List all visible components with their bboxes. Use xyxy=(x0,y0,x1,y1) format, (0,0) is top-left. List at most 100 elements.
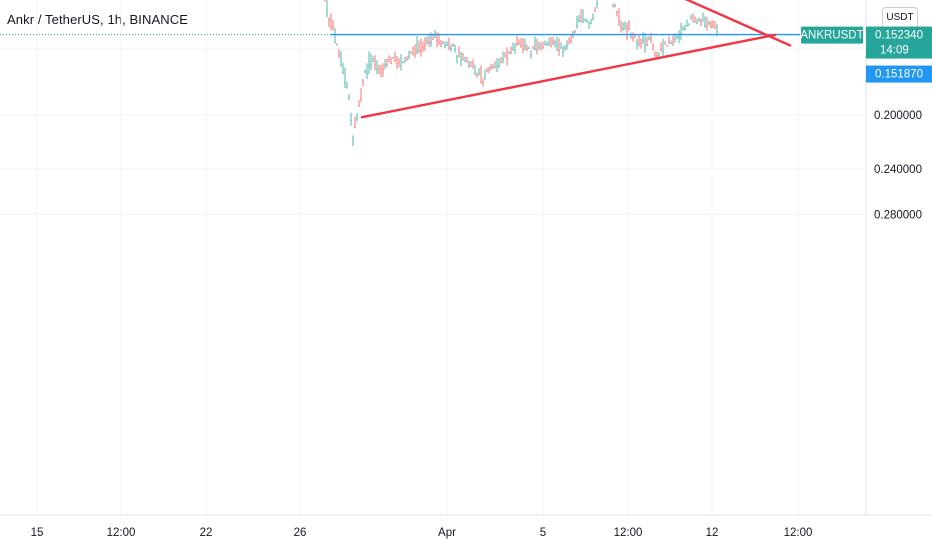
x-tick-label: 12 xyxy=(706,527,719,539)
candle-body xyxy=(414,54,416,55)
x-tick-label: 15 xyxy=(31,527,44,539)
candle-body xyxy=(536,50,538,51)
candle-body xyxy=(556,46,558,48)
candle-body xyxy=(446,44,448,46)
y-tick-label: 0.240000 xyxy=(874,164,922,176)
candle-body xyxy=(596,3,598,5)
candle-body xyxy=(554,42,556,44)
candle-body xyxy=(588,27,590,29)
candle-body xyxy=(492,67,494,69)
candle-body xyxy=(378,69,380,71)
candle-body xyxy=(486,70,488,72)
candle-body xyxy=(432,39,434,40)
candle-body xyxy=(576,25,578,27)
candle-body xyxy=(352,138,354,139)
candle-body xyxy=(350,119,352,121)
horizontal-lines[interactable] xyxy=(0,0,862,36)
candle-body xyxy=(684,28,686,29)
candle-body xyxy=(624,28,626,30)
candle-body xyxy=(564,47,566,49)
x-tick-label: 12:00 xyxy=(107,527,136,539)
chart-title: Ankr / TetherUS, 1h, BINANCE xyxy=(7,12,189,27)
candle-body xyxy=(368,65,370,67)
x-tick-label: 12:00 xyxy=(784,527,813,539)
candle-body xyxy=(380,72,382,74)
candle-body xyxy=(342,71,344,73)
candle-body xyxy=(404,61,406,63)
candle-body xyxy=(436,39,438,41)
last-price-tag xyxy=(866,26,932,59)
candle-body xyxy=(500,61,502,63)
candle-body xyxy=(490,67,492,68)
candle-body xyxy=(540,47,542,49)
trendlines[interactable] xyxy=(228,0,792,119)
candle-body xyxy=(582,21,584,23)
candle-body xyxy=(674,38,676,40)
candle-body xyxy=(424,45,426,47)
candle-body xyxy=(616,12,618,14)
candle-body xyxy=(482,81,484,83)
candle-body xyxy=(450,48,452,50)
candle-body xyxy=(680,33,682,35)
candle-body xyxy=(586,21,588,22)
candle-body xyxy=(370,64,372,66)
candle-body xyxy=(346,87,348,89)
time-axis[interactable]: 15 12:00 22 26 Apr 5 12:00 12 12:00 xyxy=(0,514,932,539)
candle-body xyxy=(630,37,632,39)
candle-body xyxy=(464,61,466,62)
candle-body xyxy=(650,38,652,40)
y-tick-label: 0.200000 xyxy=(874,110,922,122)
candle-body xyxy=(522,48,524,50)
candle-body xyxy=(334,41,336,43)
candle-body xyxy=(690,18,692,20)
last-price-value: 0.152340 xyxy=(875,30,923,42)
candle-body xyxy=(614,5,616,7)
candle-body xyxy=(688,24,690,26)
candle-body xyxy=(696,22,698,24)
candle-body xyxy=(622,28,624,30)
candle-body xyxy=(570,40,572,42)
candle-body xyxy=(376,67,378,69)
candle-body xyxy=(590,22,592,24)
candle-body xyxy=(638,43,640,44)
candle-body xyxy=(510,51,512,53)
candle-body xyxy=(514,46,516,48)
candle-body xyxy=(662,51,664,53)
candle-body xyxy=(340,64,342,66)
candle-body xyxy=(628,27,630,29)
candle-body xyxy=(428,42,430,44)
candle-body xyxy=(452,45,454,47)
candle-body xyxy=(710,27,712,29)
candle-body xyxy=(612,5,614,6)
candle-body xyxy=(324,0,326,2)
y-tick-label: 0.280000 xyxy=(874,209,922,221)
candle-body xyxy=(344,82,346,84)
candle-body xyxy=(434,37,436,39)
candle-body xyxy=(676,37,678,39)
candle-body xyxy=(656,55,658,57)
candle-body xyxy=(580,21,582,23)
candle-body xyxy=(328,20,330,22)
candle-body xyxy=(542,46,544,48)
candle-body xyxy=(526,48,528,50)
candle-body xyxy=(388,59,390,61)
candle-body xyxy=(358,104,360,106)
candle-body xyxy=(502,59,504,61)
candle-body xyxy=(504,55,506,57)
candlestick-series xyxy=(324,0,718,147)
candle-body xyxy=(466,61,468,63)
candle-body xyxy=(444,46,446,48)
candle-body xyxy=(390,63,392,65)
candle-body xyxy=(562,51,564,52)
candle-body xyxy=(560,47,562,49)
candle-body xyxy=(402,62,404,64)
candle-body xyxy=(356,118,358,120)
candle-body xyxy=(416,50,418,52)
candle-body xyxy=(422,46,424,48)
candle-body xyxy=(348,97,350,99)
candle-body xyxy=(646,44,648,46)
candle-body xyxy=(528,47,530,49)
candle-body xyxy=(498,65,500,67)
candle-body xyxy=(544,44,546,46)
